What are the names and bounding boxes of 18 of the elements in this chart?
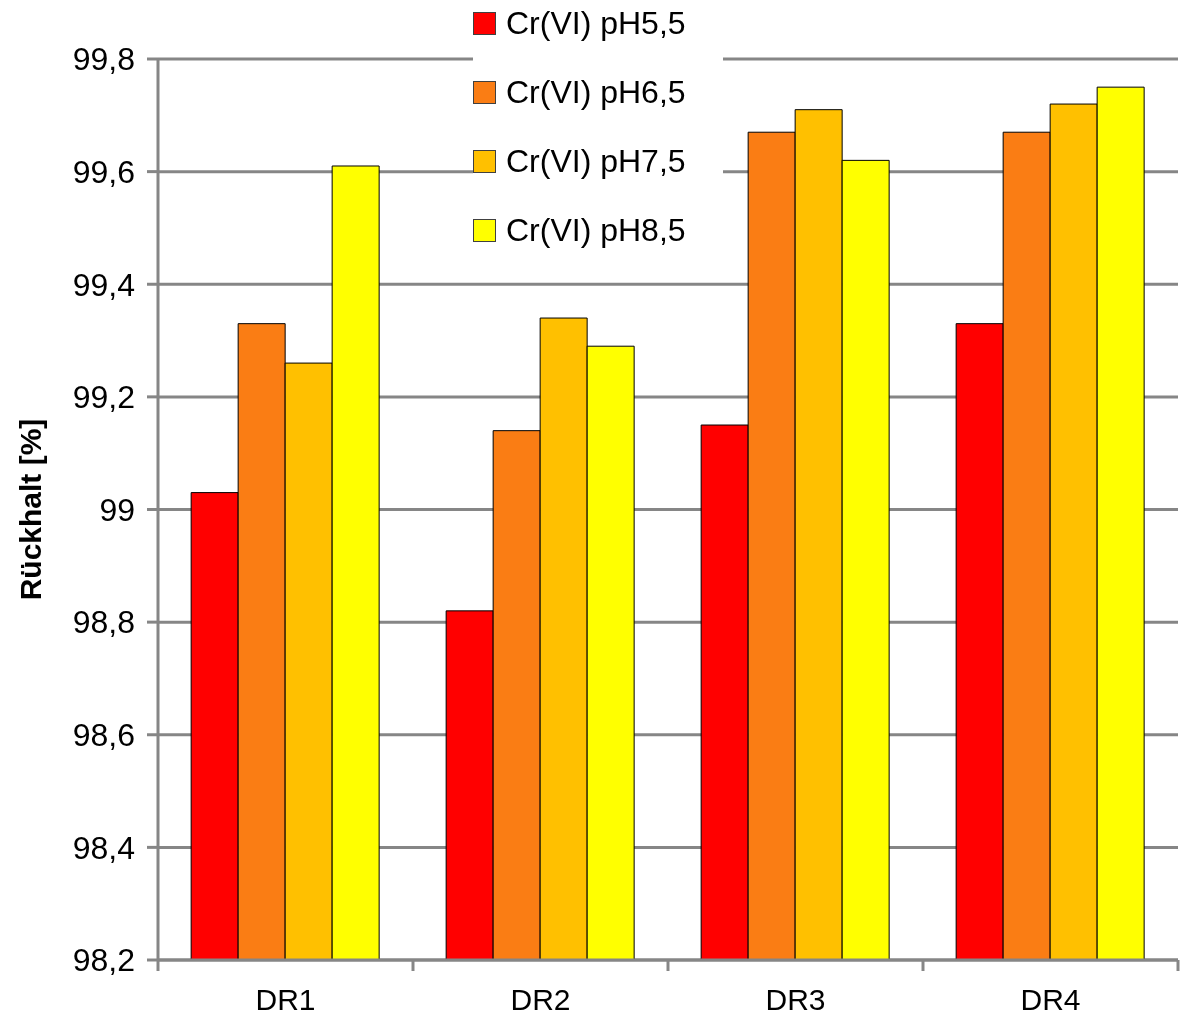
legend-label: Cr(VI) pH8,5: [506, 212, 686, 248]
y-tick-label: 99,2: [72, 379, 135, 416]
x-tick-label: DR4: [1020, 983, 1081, 1016]
y-tick-label: 99,6: [72, 153, 135, 190]
x-tick-label: DR1: [255, 983, 316, 1016]
y-tick-label: 99: [99, 491, 135, 528]
legend-label: Cr(VI) pH5,5: [506, 5, 686, 41]
y-tick-label: 98,2: [72, 942, 135, 979]
x-tick-label: DR3: [765, 983, 826, 1016]
x-tick-label: DR2: [510, 983, 571, 1016]
y-tick-label: 99,8: [72, 41, 135, 78]
legend-label: Cr(VI) pH6,5: [506, 74, 686, 110]
y-tick-label: 98,4: [72, 829, 135, 866]
y-tick-label: 98,8: [72, 604, 135, 641]
y-axis-title: Rückhalt [%]: [13, 418, 47, 601]
legend-label: Cr(VI) pH7,5: [506, 143, 686, 179]
y-tick-label: 99,4: [72, 266, 135, 303]
y-tick-label: 98,6: [72, 717, 135, 754]
